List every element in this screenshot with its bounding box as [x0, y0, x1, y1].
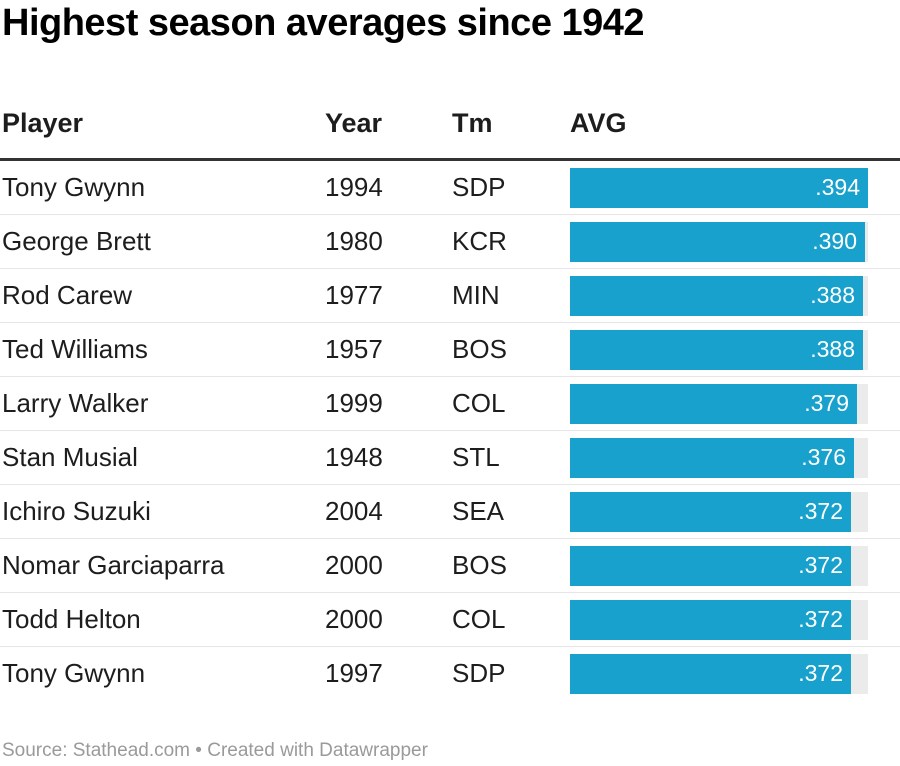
player-cell: Tony Gwynn	[2, 658, 146, 688]
avg-value-label: .388	[810, 336, 855, 362]
chart-title: Highest season averages since 1942	[2, 2, 645, 44]
avg-value-label: .372	[798, 660, 843, 686]
team-cell: COL	[452, 604, 506, 634]
avg-bar: .372	[570, 546, 851, 586]
avg-bar-track: .376	[570, 438, 868, 478]
column-header-avg: AVG	[570, 108, 627, 138]
table-row: Tony Gwynn 1997 SDP .372	[0, 647, 900, 700]
column-header-player: Player	[2, 108, 84, 138]
team-cell: KCR	[452, 226, 507, 256]
team-cell: BOS	[452, 550, 507, 580]
table-header: Player Year Tm AVG	[0, 100, 900, 161]
table-row: Rod Carew 1977 MIN .388	[0, 269, 900, 323]
player-cell: Nomar Garciaparra	[2, 550, 225, 580]
avg-bar-track: .388	[570, 330, 868, 370]
year-cell: 1977	[325, 280, 383, 310]
team-cell: BOS	[452, 334, 507, 364]
avg-value-label: .394	[815, 174, 860, 200]
table-row: Stan Musial 1948 STL .376	[0, 431, 900, 485]
player-cell: Todd Helton	[2, 604, 141, 634]
avg-bar: .388	[570, 330, 863, 370]
column-header-year: Year	[325, 108, 383, 138]
footer-separator: •	[190, 740, 208, 761]
source-footer: Source: Stathead.com • Created with Data…	[2, 740, 428, 762]
table-row: Ted Williams 1957 BOS .388	[0, 323, 900, 377]
table-row: Ichiro Suzuki 2004 SEA .372	[0, 485, 900, 539]
avg-bar-track: .394	[570, 168, 868, 208]
year-cell: 1997	[325, 658, 383, 688]
avg-bar-track: .372	[570, 492, 868, 532]
avg-bar-track: .388	[570, 276, 868, 316]
year-cell: 2004	[325, 496, 383, 526]
avg-value-label: .372	[798, 606, 843, 632]
team-cell: STL	[452, 442, 500, 472]
avg-bar: .372	[570, 654, 851, 694]
team-cell: MIN	[452, 280, 500, 310]
avg-value-label: .372	[798, 552, 843, 578]
avg-bar: .379	[570, 384, 857, 424]
year-cell: 2000	[325, 550, 383, 580]
avg-bar-track: .372	[570, 546, 868, 586]
avg-value-label: .372	[798, 498, 843, 524]
team-cell: SDP	[452, 172, 506, 202]
avg-bar-track: .372	[570, 600, 868, 640]
table-row: Tony Gwynn 1994 SDP .394	[0, 161, 900, 215]
avg-value-label: .388	[810, 282, 855, 308]
year-cell: 1980	[325, 226, 383, 256]
year-cell: 1948	[325, 442, 383, 472]
avg-bar: .372	[570, 600, 851, 640]
player-cell: Tony Gwynn	[2, 172, 146, 202]
column-header-team: Tm	[452, 108, 493, 138]
table-body: Tony Gwynn 1994 SDP .394 George Brett 1980 KCR…	[0, 161, 900, 700]
avg-bar-track: .379	[570, 384, 868, 424]
table-row: Larry Walker 1999 COL .379	[0, 377, 900, 431]
avg-value-label: .390	[812, 228, 857, 254]
player-cell: Ichiro Suzuki	[2, 496, 151, 526]
year-cell: 1999	[325, 388, 383, 418]
player-cell: Stan Musial	[2, 442, 138, 472]
player-cell: Rod Carew	[2, 280, 133, 310]
player-cell: George Brett	[2, 226, 151, 256]
avg-bar: .388	[570, 276, 863, 316]
source-text: Source: Stathead.com	[2, 740, 190, 761]
year-cell: 2000	[325, 604, 383, 634]
avg-value-label: .379	[804, 390, 849, 416]
table-row: Nomar Garciaparra 2000 BOS .372	[0, 539, 900, 593]
table-row: Todd Helton 2000 COL .372	[0, 593, 900, 647]
team-cell: SDP	[452, 658, 506, 688]
avg-bar-track: .372	[570, 654, 868, 694]
credit-text: Created with Datawrapper	[207, 740, 428, 761]
year-cell: 1994	[325, 172, 383, 202]
avg-bar-track: .390	[570, 222, 868, 262]
avg-value-label: .376	[801, 444, 846, 470]
player-cell: Ted Williams	[2, 334, 148, 364]
player-cell: Larry Walker	[2, 388, 149, 418]
team-cell: SEA	[452, 496, 505, 526]
year-cell: 1957	[325, 334, 383, 364]
data-table: Player Year Tm AVG Tony Gwynn 1994 SDP .394…	[0, 100, 900, 700]
avg-bar: .394	[570, 168, 868, 208]
table-row: George Brett 1980 KCR .390	[0, 215, 900, 269]
avg-bar: .390	[570, 222, 865, 262]
team-cell: COL	[452, 388, 506, 418]
avg-bar: .376	[570, 438, 854, 478]
avg-bar: .372	[570, 492, 851, 532]
